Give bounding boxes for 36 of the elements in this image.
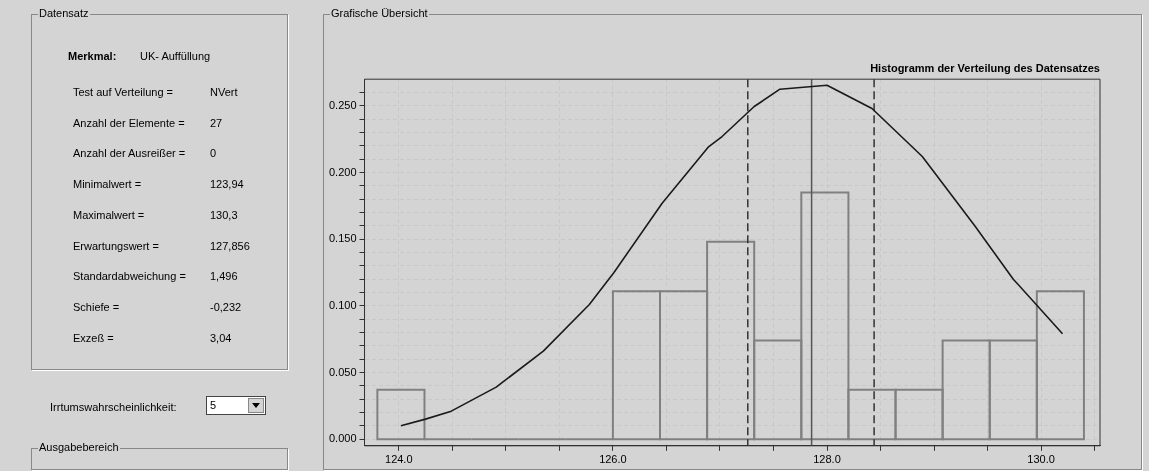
text: 127,856	[210, 239, 250, 252]
text: Anzahl der Elemente =	[73, 116, 185, 129]
text: Merkmal:	[68, 50, 117, 62]
x-tick-label: 126.0	[599, 453, 627, 466]
text: Ausgabebereich	[38, 441, 120, 453]
y-tick-label: 0.200	[329, 165, 357, 178]
text: Erwartungswert =	[73, 239, 159, 252]
text: Exzeß =	[73, 331, 114, 344]
text: UK- Auffüllung	[140, 50, 211, 62]
text: Maximalwert =	[73, 208, 145, 221]
text: 0	[210, 147, 217, 160]
text: Datensatz	[38, 7, 90, 19]
text: 1,496	[210, 270, 238, 283]
x-tick-label: 128.0	[813, 453, 841, 466]
y-tick-label: 0.150	[329, 232, 357, 245]
x-tick-label: 130.0	[1027, 453, 1055, 466]
y-tick-label: 0.250	[329, 98, 357, 111]
text: Anzahl der Ausreißer =	[73, 147, 186, 160]
x-tick-label: 124.0	[385, 453, 413, 466]
text: Grafische Übersicht	[330, 7, 429, 19]
text: NVert	[210, 86, 238, 98]
text: Test auf Verteilung =	[73, 86, 173, 98]
text: 123,94	[210, 178, 244, 191]
text: -0,232	[210, 300, 242, 313]
y-tick-label: 0.050	[329, 365, 357, 378]
text: 3,04	[210, 331, 232, 344]
text: Minimalwert =	[73, 178, 142, 191]
chart-title: Histogramm der Verteilung des Datensatzes	[870, 61, 1100, 74]
text: 130,3	[210, 208, 238, 221]
text: 27	[210, 116, 223, 129]
y-tick-label: 0.100	[329, 298, 357, 311]
text: Standardabweichung =	[73, 270, 186, 283]
text: Schiefe =	[73, 300, 120, 313]
y-tick-label: 0.000	[329, 432, 357, 445]
text: Irrtumswahrscheinlichkeit:	[50, 401, 177, 413]
dropdown-field: 5	[206, 396, 266, 415]
